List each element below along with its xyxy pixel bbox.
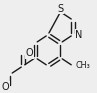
- Text: O: O: [2, 82, 10, 92]
- Text: N: N: [75, 30, 83, 40]
- Text: O: O: [26, 48, 33, 58]
- Text: CH₃: CH₃: [75, 61, 90, 70]
- Text: S: S: [57, 4, 64, 14]
